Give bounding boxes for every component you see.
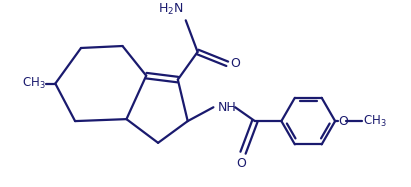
Text: CH$_3$: CH$_3$ (363, 114, 386, 129)
Text: CH$_3$: CH$_3$ (22, 76, 46, 91)
Text: NH: NH (217, 101, 236, 114)
Text: O: O (338, 115, 348, 128)
Text: O: O (231, 57, 240, 70)
Text: O: O (236, 157, 246, 171)
Text: H$_2$N: H$_2$N (158, 2, 184, 17)
